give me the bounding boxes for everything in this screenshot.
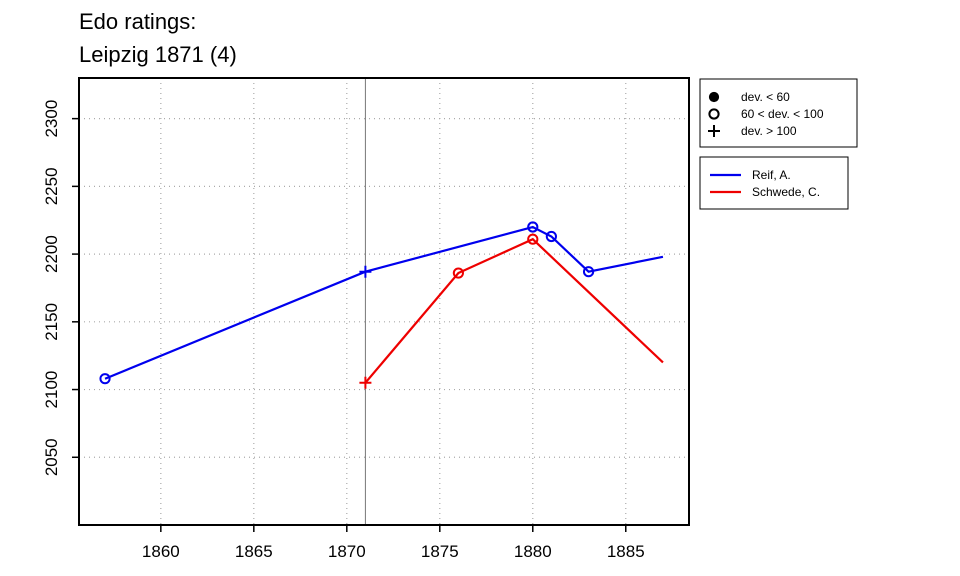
grid-lines: [79, 78, 689, 525]
data-point: [582, 266, 595, 278]
series-legend: Reif, A. Schwede, C.: [699, 156, 849, 210]
y-tick-label: 2050: [42, 438, 61, 476]
y-tick-label: 2150: [42, 303, 61, 341]
data-point: [359, 376, 372, 389]
data-point: [99, 373, 111, 385]
x-tick-label: 1885: [607, 542, 645, 561]
legend-series-label: Schwede, C.: [752, 185, 820, 199]
y-tick-label: 2250: [42, 167, 61, 205]
legend-marker-label: dev. < 60: [741, 90, 790, 104]
x-tick-label: 1880: [514, 542, 552, 561]
data-point: [527, 221, 539, 233]
legend-marker: [708, 108, 720, 120]
legend-marker: [708, 125, 720, 137]
legend-marker-label: dev. > 100: [741, 124, 797, 138]
series-layer: [99, 221, 664, 389]
data-point: [527, 233, 539, 245]
axes: 1860 1865 1870 1875 1880 1885 2050 2100 2150 2200…: [42, 100, 645, 561]
y-tick-label: 2300: [42, 100, 61, 138]
chart-title-line-2: Leipzig 1871 (4): [79, 42, 237, 67]
legend-series-label: Reif, A.: [752, 168, 791, 182]
plot-frame: [78, 77, 690, 526]
marker-legend-box: [699, 78, 858, 148]
x-tick-label: 1860: [142, 542, 180, 561]
data-point: [545, 230, 557, 243]
series-legend-box: [699, 156, 849, 210]
data-point: [359, 265, 372, 278]
series-line: [104, 225, 664, 380]
legend-marker-label: 60 < dev. < 100: [741, 107, 824, 121]
chart-title-line-1: Edo ratings:: [79, 9, 196, 34]
legend-marker: [708, 91, 720, 103]
y-tick-label: 2200: [42, 235, 61, 273]
marker-legend: dev. < 60 60 < dev. < 100 dev. > 100: [699, 78, 858, 148]
x-tick-label: 1875: [421, 542, 459, 561]
y-tick-label: 2100: [42, 371, 61, 409]
series-line: [364, 237, 664, 384]
x-tick-label: 1870: [328, 542, 366, 561]
x-tick-label: 1865: [235, 542, 273, 561]
data-point: [452, 267, 464, 279]
